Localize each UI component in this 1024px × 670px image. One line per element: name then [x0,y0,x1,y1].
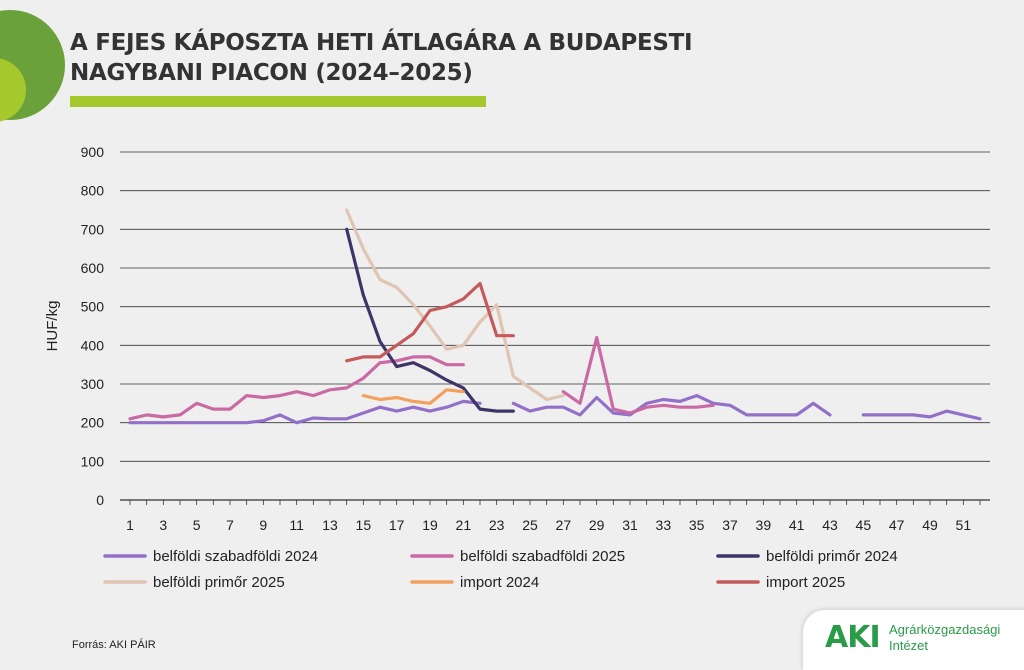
y-tick-label-100: 100 [81,453,105,469]
series-line-import-2025 [345,281,515,363]
aki-logo-mark: AKI [825,620,881,655]
chart-series [128,208,982,425]
title-underline-bar [70,96,486,107]
x-tick-label-19: 19 [422,517,438,533]
y-tick-label-800: 800 [81,183,105,199]
legend-label-belfoldi-primor-2024: belföldi primőr 2024 [766,548,898,565]
y-tick-label-600: 600 [81,260,105,276]
y-tick-label-500: 500 [81,299,105,315]
x-tick-label-35: 35 [689,517,705,533]
legend-label-import-2024: import 2024 [460,574,539,591]
y-axis-title: HUF/kg [44,301,61,352]
y-tick-label-900: 900 [81,144,105,160]
legend-label-belfoldi-primor-2025: belföldi primőr 2025 [153,574,285,591]
x-tick-label-5: 5 [193,517,201,533]
source-note: Forrás: AKI PÁIR [72,639,156,651]
x-tick-label-25: 25 [522,517,538,533]
x-tick-label-45: 45 [856,517,872,533]
chart-legend: belföldi szabadföldi 2024 belföldi szabad… [103,548,898,591]
series-line-belfoldi-szabadfoldi-2024 [128,394,982,425]
x-tick-label-39: 39 [756,517,772,533]
series-line-belfoldi-primor-2024 [345,227,515,413]
x-tick-label-7: 7 [226,517,234,533]
x-tick-label-33: 33 [656,517,672,533]
chart-title-line-1: A FEJES KÁPOSZTA HETI ÁTLAGÁRA A BUDAPES… [70,30,693,56]
legend-label-import-2025: import 2025 [766,574,845,591]
x-tick-label-29: 29 [589,517,605,533]
y-tick-label-400: 400 [81,337,105,353]
y-tick-label-200: 200 [81,415,105,431]
x-tick-label-3: 3 [159,517,167,533]
aki-logo-text: Agrárközgazdasági Intézet [889,622,1000,654]
legend-label-belfoldi-szabadfoldi-2025: belföldi szabadföldi 2025 [460,548,625,565]
x-tick-label-1: 1 [126,517,134,533]
aki-logo: AKI Agrárközgazdasági Intézet [803,610,1024,670]
chart-title-line-2: NAGYBANI PIACON (2024–2025) [70,60,473,86]
series-line-belfoldi-szabadfoldi-2025 [128,336,715,421]
x-tick-label-21: 21 [456,517,472,533]
x-tick-label-47: 47 [889,517,905,533]
chart-gridlines [120,151,990,501]
x-tick-label-31: 31 [622,517,638,533]
y-tick-label-0: 0 [96,492,104,508]
legend-label-belfoldi-szabadfoldi-2024: belföldi szabadföldi 2024 [153,548,318,565]
x-tick-label-13: 13 [322,517,338,533]
x-tick-label-41: 41 [789,517,805,533]
x-tick-label-11: 11 [289,517,304,533]
y-axis: 0 100 200 300 400 500 600 700 800 900 HUF/kg [44,144,104,508]
x-tick-label-37: 37 [722,517,738,533]
x-tick-label-9: 9 [259,517,267,533]
series-line-import-2024 [361,388,465,405]
x-tick-label-27: 27 [556,517,572,533]
x-tick-label-15: 15 [356,517,372,533]
aki-logo-line-1: Agrárközgazdasági [889,622,1001,637]
y-tick-label-300: 300 [81,376,105,392]
x-tick-label-49: 49 [922,517,938,533]
x-tick-label-51: 51 [956,517,972,533]
x-axis: 1 3 5 7 9 11 13 15 17 19 21 23 25 27 29 31 33 35 37 39 41 43 4… [126,500,981,533]
series-line-belfoldi-primor-2025 [345,208,565,402]
x-tick-label-23: 23 [489,517,505,533]
chart-title: A FEJES KÁPOSZTA HETI ÁTLAGÁRA A BUDAPES… [70,28,770,88]
aki-logo-line-2: Intézet [889,638,929,653]
y-tick-label-700: 700 [81,221,105,237]
x-tick-label-17: 17 [389,517,405,533]
x-tick-label-43: 43 [822,517,838,533]
